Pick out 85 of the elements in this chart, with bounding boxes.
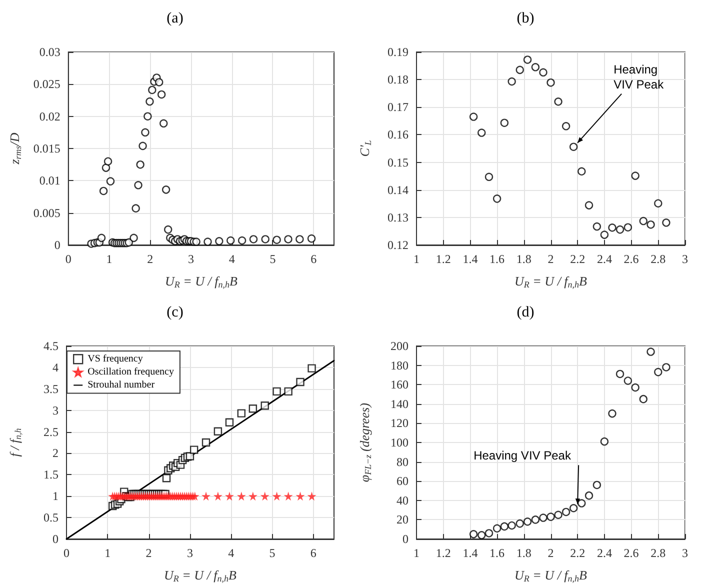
x-tick-label: 0 bbox=[64, 546, 70, 560]
x-tick-label: 1.2 bbox=[436, 252, 451, 266]
y-tick-label: 3 bbox=[52, 403, 58, 418]
y-tick-label: 0.015 bbox=[33, 142, 60, 156]
y-tick-label: 60 bbox=[396, 474, 408, 488]
y-tick-label: 3.5 bbox=[44, 382, 58, 396]
x-tick-label: 4 bbox=[228, 252, 235, 266]
legend-label: VS frequency bbox=[88, 354, 143, 365]
y-tick-label: 0.18 bbox=[388, 72, 408, 87]
y-tick-label: 0.16 bbox=[388, 128, 408, 142]
y-tick-label: 200 bbox=[390, 339, 408, 353]
y-tick-label: 4 bbox=[52, 360, 58, 374]
x-tick-label: 2.8 bbox=[650, 252, 666, 266]
y-tick-label: 80 bbox=[396, 454, 408, 469]
y-tick-label: 4.5 bbox=[44, 339, 58, 353]
x-tick-label: 2.6 bbox=[624, 546, 639, 560]
x-tick-label: 1 bbox=[106, 252, 112, 266]
y-tick-label: 0 bbox=[52, 532, 58, 546]
y-tick-label: 0.12 bbox=[388, 238, 408, 252]
y-tick-label: 40 bbox=[396, 493, 408, 508]
y-tick-label: 0.5 bbox=[44, 510, 58, 525]
y-axis-title: φFL−z (degrees) bbox=[357, 402, 373, 482]
x-tick-label: 2.8 bbox=[650, 546, 666, 560]
x-tick-label: 2.2 bbox=[570, 546, 586, 560]
chart-title: (c) bbox=[166, 304, 184, 320]
y-tick-label: 0 bbox=[402, 532, 408, 546]
x-tick-label: 5 bbox=[270, 252, 276, 266]
y-tick-label: 0.14 bbox=[388, 182, 408, 197]
x-tick-label: 2 bbox=[147, 252, 154, 266]
annotation: Heaving VIV Peak bbox=[474, 448, 572, 463]
x-tick-label: 6 bbox=[310, 252, 317, 266]
y-tick-label: 0.02 bbox=[39, 109, 60, 124]
y-tick-label: 120 bbox=[390, 416, 408, 430]
y-axis-title: f / fn,h bbox=[7, 428, 23, 457]
x-tick-label: 0 bbox=[65, 252, 72, 266]
x-tick-label: 1 bbox=[414, 252, 420, 266]
y-tick-label: 0.01 bbox=[39, 174, 60, 188]
y-tick-label: 0.03 bbox=[39, 45, 60, 59]
x-tick-label: 1 bbox=[104, 546, 111, 560]
x-tick-label: 1.8 bbox=[516, 546, 532, 560]
x-tick-label: 3 bbox=[188, 252, 194, 266]
x-tick-label: 2.4 bbox=[596, 546, 612, 560]
x-tick-label: 3 bbox=[186, 546, 193, 560]
y-tick-label: 20 bbox=[396, 512, 408, 527]
annotation: Heaving VIV Peak bbox=[614, 62, 665, 92]
chart-title: (b) bbox=[516, 10, 534, 26]
y-tick-label: 1 bbox=[52, 489, 58, 504]
chart-title: (d) bbox=[516, 304, 534, 320]
x-tick-label: 2.6 bbox=[624, 252, 639, 266]
x-tick-label: 1.4 bbox=[462, 252, 478, 266]
y-tick-label: 0.005 bbox=[33, 206, 60, 220]
legend-label: Oscillation frequency bbox=[88, 366, 174, 378]
x-tick-label: 3 bbox=[682, 252, 688, 266]
y-tick-label: 180 bbox=[390, 358, 408, 372]
y-tick-label: 0.17 bbox=[388, 100, 408, 114]
y-axis-title: zrms/D bbox=[7, 132, 23, 166]
x-tick-label: 6 bbox=[310, 546, 316, 560]
y-tick-label: 0.025 bbox=[33, 77, 60, 92]
x-tick-label: 2 bbox=[146, 546, 152, 560]
y-tick-label: 0 bbox=[54, 238, 60, 252]
x-tick-label: 2.2 bbox=[570, 252, 586, 266]
x-tick-label: 3 bbox=[682, 546, 688, 560]
y-axis-title: C'L bbox=[357, 140, 373, 157]
x-tick-label: 1.6 bbox=[490, 546, 505, 560]
chart-title: (a) bbox=[166, 10, 184, 26]
x-tick-label: 5 bbox=[269, 546, 276, 560]
x-tick-label: 2 bbox=[548, 546, 554, 560]
y-tick-label: 140 bbox=[390, 396, 408, 411]
x-tick-label: 2.4 bbox=[596, 252, 612, 266]
x-tick-label: 1.4 bbox=[462, 546, 478, 560]
x-tick-label: 1 bbox=[414, 546, 420, 560]
x-tick-label: 1.8 bbox=[516, 252, 532, 266]
legend-label: Strouhal number bbox=[88, 380, 156, 391]
y-tick-label: 0.19 bbox=[388, 45, 408, 59]
x-tick-label: 2 bbox=[548, 252, 554, 266]
y-tick-label: 0.15 bbox=[388, 155, 408, 170]
y-tick-label: 2 bbox=[52, 446, 58, 460]
y-tick-label: 2.5 bbox=[44, 424, 58, 439]
y-tick-label: 1.5 bbox=[44, 468, 58, 482]
x-tick-label: 1.2 bbox=[436, 546, 451, 560]
x-tick-label: 1.6 bbox=[490, 252, 505, 266]
x-tick-label: 4 bbox=[228, 546, 234, 560]
y-tick-label: 160 bbox=[390, 378, 408, 392]
y-tick-label: 100 bbox=[390, 436, 408, 450]
y-tick-label: 0.13 bbox=[388, 210, 408, 224]
